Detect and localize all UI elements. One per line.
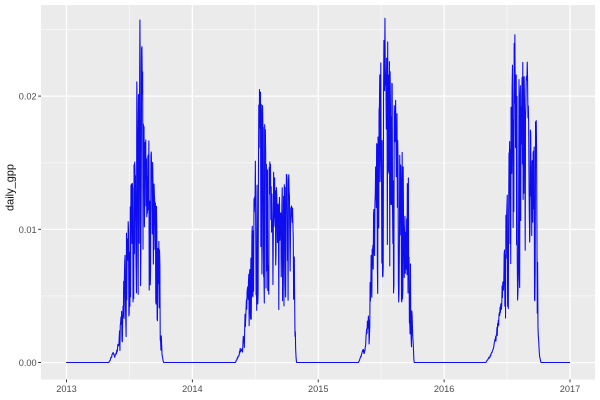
svg-text:2014: 2014: [182, 384, 202, 394]
svg-text:0.02: 0.02: [19, 92, 37, 102]
svg-text:2017: 2017: [560, 384, 580, 394]
svg-text:0.01: 0.01: [19, 225, 37, 235]
svg-text:2015: 2015: [308, 384, 328, 394]
svg-text:daily_gpp: daily_gpp: [5, 164, 17, 211]
svg-text:0.00: 0.00: [19, 358, 37, 368]
svg-text:2016: 2016: [434, 384, 454, 394]
svg-text:2013: 2013: [56, 384, 76, 394]
